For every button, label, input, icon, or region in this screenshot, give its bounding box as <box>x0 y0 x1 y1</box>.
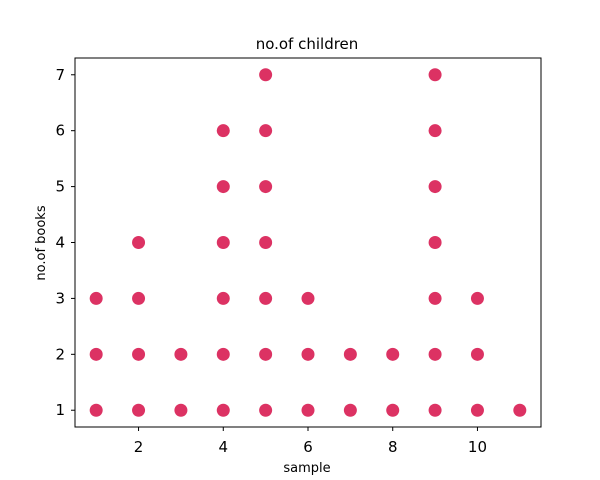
data-point <box>216 291 230 305</box>
data-point <box>216 180 230 194</box>
x-tick-label: 2 <box>134 438 144 456</box>
data-point <box>386 403 400 417</box>
data-point <box>259 347 273 361</box>
data-point <box>301 403 315 417</box>
x-tick-label: 4 <box>218 438 228 456</box>
data-point <box>216 403 230 417</box>
data-point <box>259 403 273 417</box>
data-point <box>132 403 146 417</box>
y-tick-label: 3 <box>55 289 65 307</box>
data-point <box>259 236 273 249</box>
data-point <box>259 180 273 194</box>
data-point <box>216 124 230 138</box>
data-point <box>343 347 357 361</box>
data-point <box>428 403 442 417</box>
data-point <box>132 291 146 305</box>
y-tick-label: 7 <box>55 66 65 84</box>
x-tick-label: 8 <box>388 438 398 456</box>
data-point <box>470 291 484 305</box>
x-axis-ticks: 2 4 6 8 10 <box>134 427 487 456</box>
data-point <box>174 403 188 417</box>
x-axis-label: sample <box>283 461 330 476</box>
data-point <box>301 347 315 361</box>
data-point <box>428 124 442 138</box>
data-points <box>89 68 527 417</box>
y-axis-ticks: 1 2 3 4 5 6 7 <box>55 66 75 419</box>
x-tick-label: 6 <box>303 438 313 456</box>
data-point <box>428 347 442 361</box>
y-tick-label: 6 <box>55 122 65 140</box>
data-point <box>470 403 484 417</box>
y-tick-label: 5 <box>55 178 65 196</box>
data-point <box>259 124 273 138</box>
data-point <box>216 236 230 249</box>
data-point <box>132 236 146 249</box>
data-point <box>259 68 273 82</box>
data-point <box>428 68 442 82</box>
data-point <box>470 347 484 361</box>
chart-title: no.of children <box>256 35 359 53</box>
data-point <box>174 347 188 361</box>
data-point <box>216 347 230 361</box>
data-point <box>89 347 103 361</box>
y-tick-label: 2 <box>55 345 65 363</box>
data-point <box>428 180 442 194</box>
data-point <box>428 236 442 249</box>
data-point <box>89 291 103 305</box>
data-point <box>132 347 146 361</box>
data-point <box>259 291 273 305</box>
data-point <box>428 291 442 305</box>
data-point <box>343 403 357 417</box>
x-tick-label: 10 <box>468 438 487 456</box>
y-tick-label: 4 <box>55 234 65 252</box>
y-axis-label: no.of books <box>34 205 49 280</box>
data-point <box>301 291 315 305</box>
data-point <box>89 403 103 417</box>
data-point <box>386 347 400 361</box>
data-point <box>513 403 527 417</box>
y-tick-label: 1 <box>55 401 65 419</box>
